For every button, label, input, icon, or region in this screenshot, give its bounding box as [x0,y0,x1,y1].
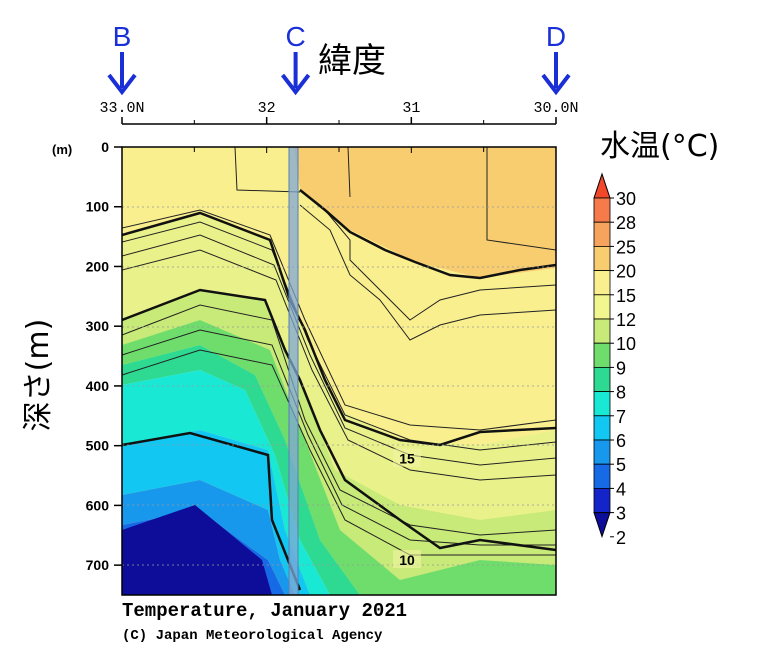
isotherm-15 [122,211,556,447]
legend-swatch [593,415,611,441]
legend-swatch [593,463,611,489]
bold-isotherms [122,189,556,591]
thin-isotherms [122,147,556,556]
station-marker-label: C [285,21,305,52]
legend-label: 3 [616,504,626,524]
y-tick-label: 400 [86,378,110,394]
band-below-4 [122,505,272,595]
contour-label-bg [392,448,421,467]
legend-label: 25 [616,237,636,257]
chart-title: Temperature, January 2021 [122,600,407,622]
band-8-9 [122,345,360,595]
station-marker-d: D [541,21,571,96]
band-7-8 [122,370,330,595]
y-axis: 0 100 200 300 400 500 600 700 [86,139,122,573]
station-c-highlight-band [288,146,299,596]
station-marker-b: B [107,21,137,96]
legend-label: 9 [616,358,626,378]
y-tick-label: 700 [86,557,110,573]
legend-label: 2 [616,528,626,548]
legend-swatch [593,439,611,465]
station-marker-c: C [281,21,311,96]
legend-swatch [593,342,611,368]
legend-label: 7 [616,407,626,427]
x-axis-title: 緯度 [318,41,386,81]
x-tick-label: 33.0N [99,100,144,117]
y-tick-label: 200 [86,258,110,274]
legend-title: 水温(°C) [600,129,719,164]
legend-swatch [593,391,611,417]
legend-label: 15 [616,286,636,306]
legend-label: 4 [616,479,626,499]
band-10-12 [122,290,556,580]
x-axis: 33.0N 32 31 30.0N [99,100,579,153]
legend-swatch [593,221,611,247]
legend: 水温(°C) 30 28 25 20 15 12 10 9 8 7 6 5 4 3 2 [593,129,719,548]
depth-gridlines [122,206,556,566]
band-5-6 [122,480,295,595]
band-15-20 [122,147,556,445]
x-tick-label: 32 [258,100,276,117]
legend-swatch [593,318,611,344]
y-axis-title: 深さ(m) [21,319,56,432]
isotherm-20 [299,189,556,280]
contour-label: 15 [399,451,415,467]
legend-swatch [593,197,611,223]
y-unit-label: (m) [52,142,72,157]
station-markers: B C D [107,21,571,96]
down-arrow-head-icon [541,73,571,96]
x-ticks: 33.0N 32 31 30.0N [99,100,579,153]
legend-swatch [593,270,611,296]
y-tick-label: 500 [86,438,110,454]
isotherm-12 [122,288,556,552]
legend-swatch [593,366,611,392]
down-arrow-head-icon [107,73,137,96]
x-tick-label: 31 [402,100,420,117]
down-arrow-head-icon [281,73,311,96]
legend-label: 20 [616,262,636,282]
legend-labels: 30 28 25 20 15 12 10 9 8 7 6 5 4 3 2 [610,189,636,548]
legend-top-cap [593,172,611,199]
y-tick-label: 100 [86,199,110,215]
y-tick-label: 300 [86,318,110,334]
legend-label: 12 [616,310,636,330]
credit-text: (C) Japan Meteorological Agency [122,628,383,644]
station-marker-label: D [546,21,566,52]
legend-label: 8 [616,383,626,403]
contour-label-bg [392,550,421,569]
legend-swatch [593,294,611,320]
isotherm-7 [122,431,302,591]
station-marker-label: B [113,21,132,52]
band-9-10 [122,320,556,595]
legend-label: 10 [616,334,636,354]
legend-label: 5 [616,455,626,475]
legend-label: 30 [616,189,636,209]
legend-label: 6 [616,431,626,451]
y-tick-label: 600 [86,497,110,513]
legend-colorbar [593,172,611,539]
legend-label: 28 [616,213,636,233]
band-20-25 [294,147,556,278]
x-tick-label: 30.0N [533,100,578,117]
legend-swatch [593,245,611,271]
contour-label: 10 [399,552,415,568]
band-6-7 [122,430,310,595]
y-tick-label: 0 [101,139,109,155]
legend-bottom-cap [593,512,611,539]
legend-swatch [593,487,611,513]
